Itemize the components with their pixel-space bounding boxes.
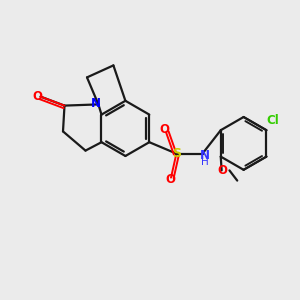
Text: O: O	[32, 89, 42, 103]
Text: O: O	[165, 172, 176, 186]
Text: S: S	[172, 146, 181, 160]
Text: O: O	[159, 123, 169, 136]
Text: O: O	[217, 164, 227, 177]
Text: H: H	[201, 157, 209, 167]
Text: Cl: Cl	[266, 114, 279, 127]
Text: N: N	[200, 148, 210, 162]
Text: N: N	[91, 97, 101, 110]
